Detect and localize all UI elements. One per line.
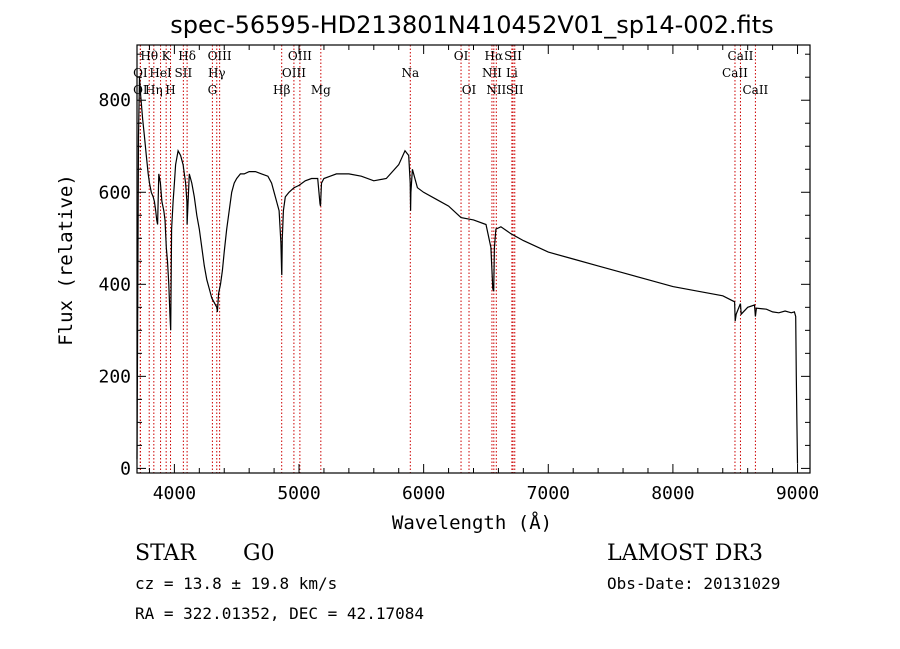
chart-title: spec-56595-HD213801N410452V01_sp14-002.f… [170,11,773,39]
y-tick-label: 800 [98,90,131,111]
spectral-line-label: H [165,83,175,97]
spectral-line-label: HeI [149,66,172,80]
spectral-line-label: NII [482,66,502,80]
redshift-readout: cz = 13.8 ± 19.8 km/s [135,574,337,593]
spectral-line-label: SII [506,83,524,97]
spectral-line-label: Hα [485,49,504,63]
subclass: G0 [243,541,275,566]
spectral-line-markers [139,45,756,473]
spectral-line-label: OIII [208,49,232,63]
spectral-line-label: G [208,83,218,97]
plot-frame [136,44,811,474]
y-axis-ticks: 0 200 400 600 800 [98,53,810,479]
x-tick-label: 8000 [651,483,694,504]
spectral-line-label: Hγ [208,66,226,80]
spectral-line-label: Hη [145,83,163,97]
spectral-line-label: OI [133,66,148,80]
spectral-line-label: Hδ [178,49,196,63]
spectrum-line [136,77,799,464]
spectral-line-label: CaII [722,66,748,80]
y-axis-label: Flux (relative) [55,174,77,346]
y-tick-label: 400 [98,274,131,295]
x-axis-ticks: 4000 5000 6000 7000 8000 9000 [148,45,819,504]
spectral-line-label: OIII [288,49,312,63]
spectral-line-label: SII [175,66,193,80]
x-tick-label: 6000 [402,483,445,504]
spectral-line-label: Hθ [140,49,158,63]
y-tick-label: 600 [98,182,131,203]
x-axis-label: Wavelength (Å) [392,511,552,534]
spectral-line-label: CaII [742,83,768,97]
y-tick-label: 200 [98,366,131,387]
x-tick-label: 7000 [527,483,570,504]
spectral-line-label: SII [504,49,522,63]
spectral-line-label: K [162,49,172,63]
object-type: STAR [135,541,197,566]
x-tick-label: 5000 [277,483,320,504]
spectral-line-label: OI [454,49,469,63]
spectral-line-label: Mg [311,83,331,97]
spectral-line-label: OI [462,83,477,97]
x-tick-label: 9000 [776,483,819,504]
spectral-line-label: CaII [728,49,754,63]
spectral-line-label: Li [506,66,518,80]
spectral-line-label: NII [486,83,506,97]
survey-name: LAMOST DR3 [607,541,763,566]
spectral-line-label: Na [401,66,419,80]
spectral-line-label: OIII [282,66,306,80]
coordinates: RA = 322.01352, DEC = 42.17084 [135,604,424,623]
obs-date: Obs-Date: 20131029 [607,574,780,593]
y-tick-label: 0 [120,458,131,479]
spectral-line-label: Hβ [273,83,290,97]
x-tick-label: 4000 [153,483,196,504]
